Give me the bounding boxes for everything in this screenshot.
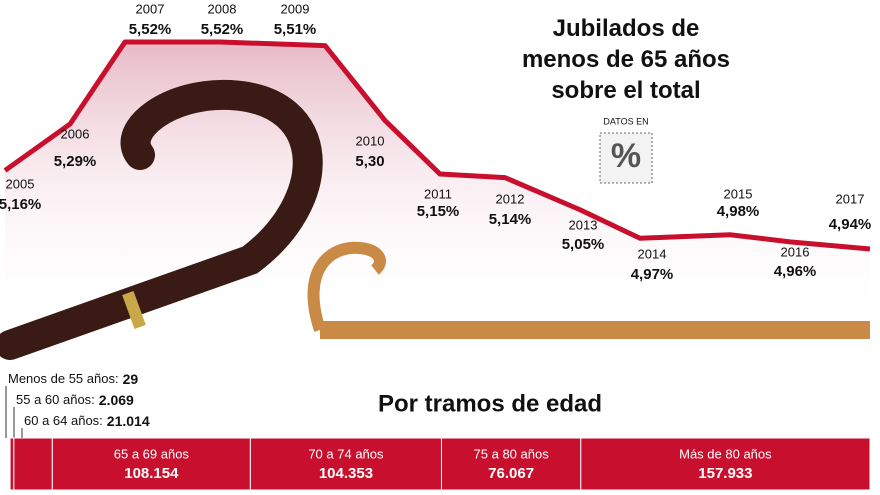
line (3, 39, 871, 252)
segment-label: 70 a 74 años (308, 446, 384, 461)
value-label: 4,94% (829, 216, 872, 233)
segment-label: 55 a 60 años: 2.069 (16, 392, 134, 408)
segment-label: 60 a 64 años: 21.014 (24, 413, 150, 429)
area (5, 42, 870, 320)
year-label: 2016 (781, 244, 810, 259)
value-label: 5,29% (54, 153, 97, 170)
segment-value: 21.014 (107, 413, 150, 429)
bar-segment (51, 437, 251, 491)
segment-value: 76.067 (488, 465, 534, 482)
value-label: 5,30 (355, 153, 384, 170)
segment-value: 2.069 (99, 392, 134, 408)
chart-title: Por tramos de edad (378, 390, 602, 417)
value-label: 5,16% (0, 196, 41, 213)
unit-icon-label: % (611, 137, 641, 175)
value-label: 4,96% (774, 263, 817, 280)
bar-segment (580, 437, 871, 491)
value-label: 5,52% (201, 21, 244, 38)
chart-title: Jubilados de menos de 65 años sobre el tot… (522, 15, 730, 104)
segment-label: Menos de 55 años: (8, 371, 119, 386)
year-label: 2013 (569, 217, 598, 232)
bar-segment (440, 437, 582, 491)
value-label: 4,97% (631, 266, 674, 283)
value-label: 5,51% (274, 21, 317, 38)
year-label: 2017 (836, 191, 865, 206)
year-label: 2006 (61, 126, 90, 141)
segment-label: Más de 80 años (679, 446, 772, 461)
value-label: 5,14% (489, 211, 532, 228)
year-label: 2015 (724, 186, 753, 201)
segment-value: 157.933 (698, 465, 752, 482)
segment-value: 108.154 (124, 465, 179, 482)
value-label: 4,98% (717, 203, 760, 220)
segment-label: 75 a 80 años (474, 446, 550, 461)
bar-segment (13, 437, 53, 491)
year-label: 2009 (281, 1, 310, 16)
year-label: 2014 (638, 246, 667, 261)
segment-value: 29 (123, 371, 139, 387)
value-label: 5,15% (417, 203, 460, 220)
unit-icon (599, 132, 653, 184)
year-label: 2010 (356, 133, 385, 148)
year-label: 2008 (208, 1, 237, 16)
segment-label: 60 a 64 años: (24, 413, 103, 428)
bar-segment (9, 437, 15, 491)
year-label: 2007 (136, 1, 165, 16)
segment-label: Menos de 55 años: 29 (8, 371, 138, 387)
value-label: 5,52% (129, 21, 172, 38)
year-label: 2011 (424, 186, 452, 201)
year-label: 2012 (496, 191, 525, 206)
year-label: 2005 (6, 176, 35, 191)
annotation: DATOS EN (603, 116, 648, 126)
segment-label: 65 a 69 años (114, 446, 190, 461)
value-label: 5,05% (562, 236, 605, 253)
bar-segment (249, 437, 442, 491)
cane-illustration (0, 79, 870, 360)
segment-label: 55 a 60 años: (16, 392, 95, 407)
segment-value: 104.353 (319, 465, 373, 482)
